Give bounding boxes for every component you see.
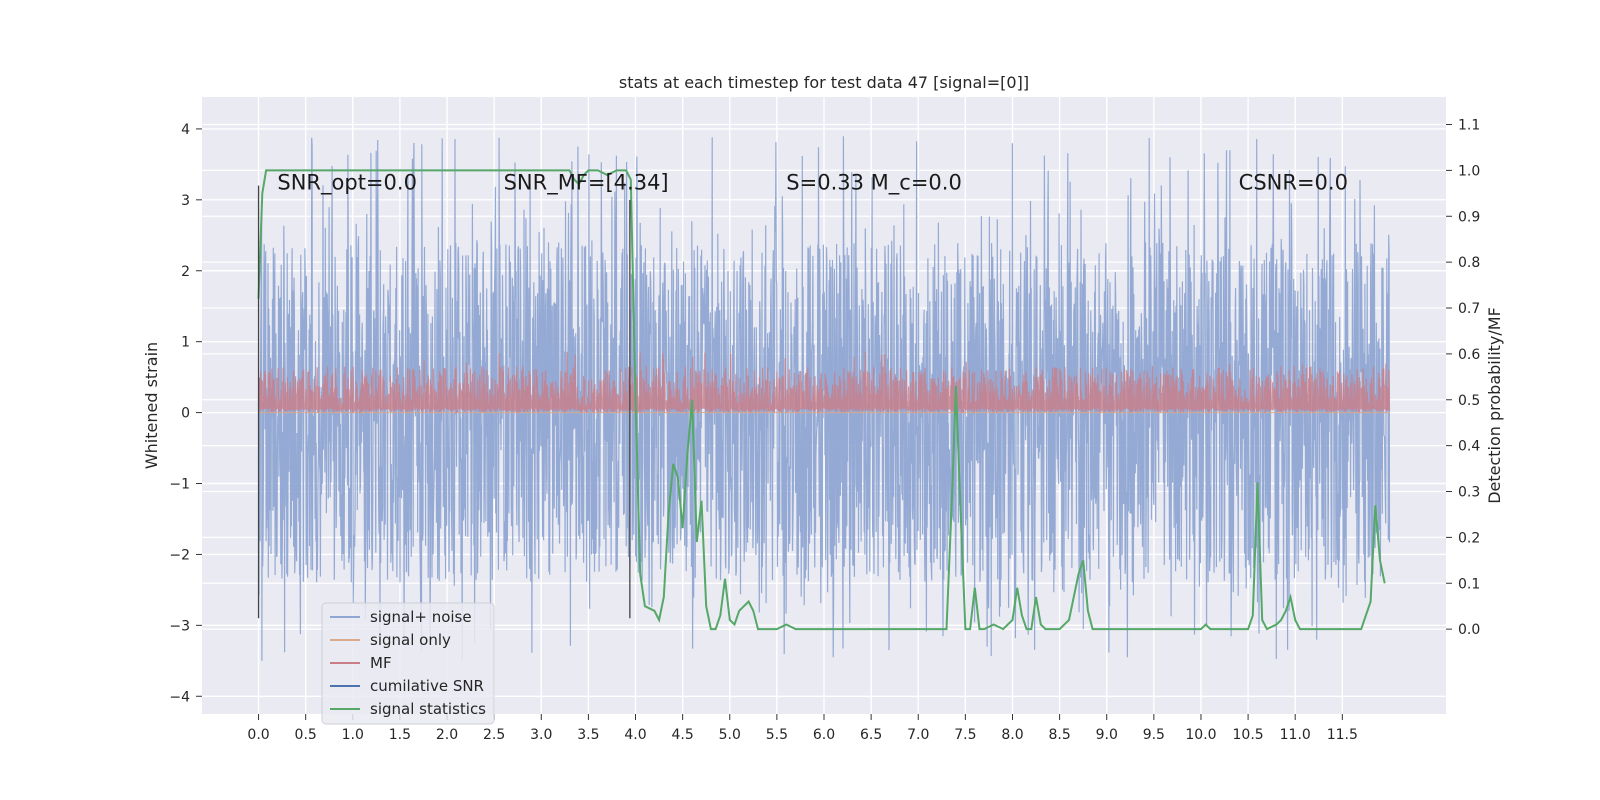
- y2-tick-label: 0.6: [1458, 347, 1480, 363]
- x-tick-label: 1.0: [342, 727, 364, 743]
- x-tick-label: 2.5: [483, 727, 505, 743]
- x-tick-label: 10.5: [1233, 727, 1264, 743]
- y2-tick-label: 0.0: [1458, 622, 1480, 638]
- data-layer: [257, 136, 1391, 661]
- y-tick-label: 3: [181, 193, 190, 209]
- y-tick-label: −2: [169, 547, 190, 563]
- x-tick-label: 2.0: [436, 727, 458, 743]
- x-tick-label: 4.5: [672, 727, 694, 743]
- x-tick-label: 3.0: [530, 727, 552, 743]
- y-tick-label: 2: [181, 264, 190, 280]
- y-tick-label: −4: [169, 689, 190, 705]
- annotation: S=0.33 M_c=0.0: [786, 171, 962, 196]
- x-tick-label: 7.5: [954, 727, 976, 743]
- legend-label: signal statistics: [370, 700, 486, 718]
- y2-tick-label: 0.1: [1458, 576, 1480, 592]
- y2-axis-label: Detection probability/MF: [1485, 307, 1504, 504]
- y-axis-label: Whitened strain: [142, 342, 161, 469]
- y2-tick-label: 0.7: [1458, 301, 1480, 317]
- y2-tick-label: 0.4: [1458, 439, 1480, 455]
- x-tick-label: 10.0: [1185, 727, 1216, 743]
- x-tick-label: 6.0: [813, 727, 835, 743]
- y-tick-label: 0: [181, 406, 190, 422]
- legend-box: [321, 602, 495, 725]
- chart-title: stats at each timestep for test data 47 …: [619, 73, 1029, 92]
- annotation: SNR_opt=0.0: [277, 171, 417, 196]
- x-tick-label: 8.5: [1048, 727, 1070, 743]
- x-tick-label: 9.5: [1143, 727, 1165, 743]
- x-tick-label: 5.5: [766, 727, 788, 743]
- series-mf: [257, 351, 1391, 413]
- series-signal-statistics: [257, 169, 1386, 631]
- x-tick-label: 1.5: [389, 727, 411, 743]
- y2-tick-label: 0.3: [1458, 485, 1480, 501]
- x-tick-label: 7.0: [907, 727, 929, 743]
- signal-noise-line: [257, 136, 1391, 661]
- mf-line: [257, 351, 1391, 413]
- y2-tick-label: 0.2: [1458, 530, 1480, 546]
- axes: 0.0 0.5 1.0 1.5 2.0 2.5 3.0 3.5 4.0 4.5 5.0 5.5 6.0 6…: [169, 118, 1480, 743]
- x-tick-label: 6.5: [860, 727, 882, 743]
- annotation: SNR_MF=[4.34]: [504, 171, 669, 196]
- x-tick-label: 9.0: [1096, 727, 1118, 743]
- series-signal-noise: [257, 136, 1391, 661]
- x-tick-label: 8.0: [1001, 727, 1023, 743]
- y2-tick-label: 1.1: [1458, 118, 1480, 134]
- x-tick-label: 0.5: [295, 727, 317, 743]
- annotation: CSNR=0.0: [1239, 171, 1348, 195]
- x-tick-label: 11.0: [1280, 727, 1311, 743]
- legend: signal+ noise signal only MF cumilative SNR…: [321, 602, 495, 725]
- y2-tick-label: 0.5: [1458, 393, 1480, 409]
- x-tick-label: 4.0: [624, 727, 646, 743]
- y-tick-label: 4: [181, 122, 190, 138]
- y-tick-label: −3: [169, 618, 190, 634]
- x-tick-label: 11.5: [1327, 727, 1358, 743]
- y2-tick-label: 1.0: [1458, 163, 1480, 179]
- y-tick-label: −1: [169, 477, 190, 493]
- y-tick-label: 1: [181, 335, 190, 351]
- x-tick-label: 0.0: [247, 727, 269, 743]
- legend-label: signal only: [370, 631, 451, 649]
- legend-label: cumilative SNR: [370, 677, 484, 695]
- legend-label: MF: [370, 654, 392, 672]
- legend-label: signal+ noise: [370, 608, 472, 626]
- signal-statistics-line: [257, 169, 1386, 631]
- y2-tick-label: 0.8: [1458, 255, 1480, 271]
- x-tick-label: 3.5: [577, 727, 599, 743]
- x-tick-label: 5.0: [719, 727, 741, 743]
- y2-tick-label: 0.9: [1458, 209, 1480, 225]
- annotations: SNR_opt=0.0 SNR_MF=[4.34] S=0.33 M_c=0.0 CS…: [277, 171, 1348, 196]
